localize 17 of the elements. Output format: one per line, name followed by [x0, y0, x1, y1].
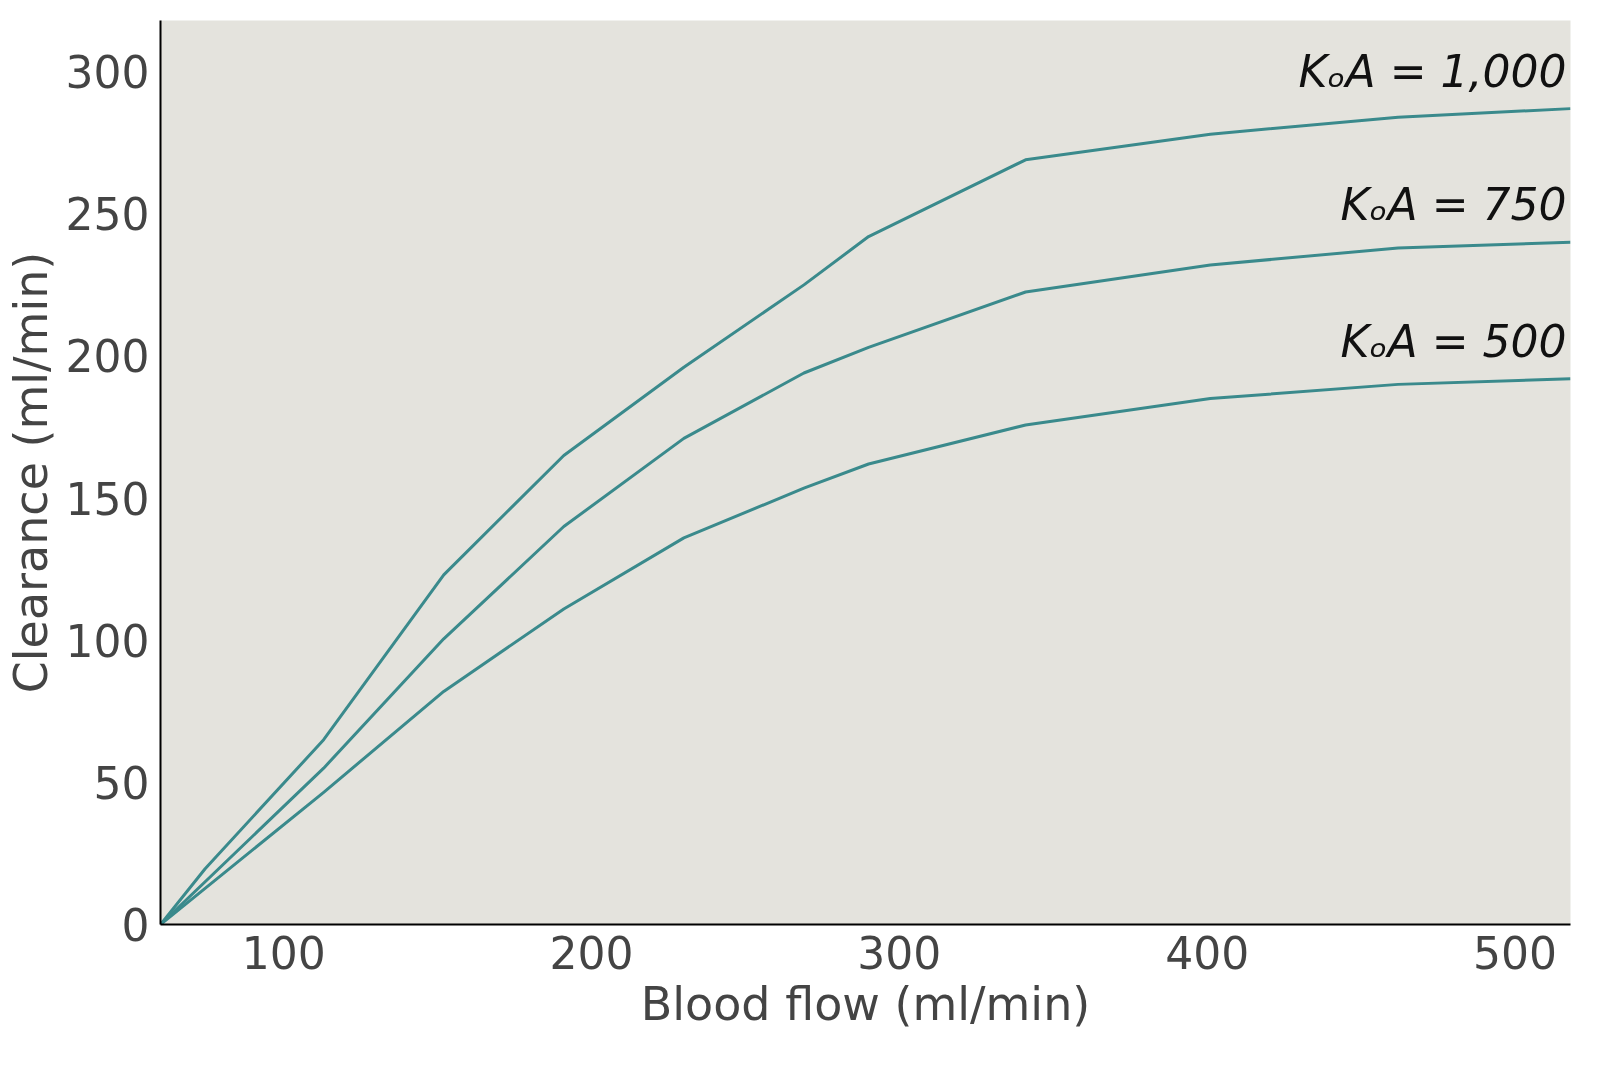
x-tick-label: 400: [1165, 927, 1250, 979]
y-tick-label: 200: [65, 331, 150, 383]
x-tick-label: 100: [241, 927, 326, 979]
y-tick-label: 300: [65, 47, 150, 99]
series-label: KₒA = 500: [1340, 315, 1567, 367]
y-tick-label: 0: [121, 900, 150, 951]
x-tick-label: 300: [857, 927, 942, 979]
x-tick-label: 200: [549, 927, 634, 979]
y-axis-title: Clearance (ml/min): [3, 251, 58, 694]
x-axis-title: Blood flow (ml/min): [640, 976, 1091, 1031]
x-tick-label: 500: [1473, 927, 1558, 979]
y-tick-label: 50: [93, 757, 150, 809]
y-tick-label: 100: [65, 615, 150, 667]
series-label: KₒA = 750: [1340, 179, 1567, 231]
y-tick-label: 150: [65, 473, 150, 525]
series-label: KₒA = 1,000: [1298, 45, 1567, 97]
y-tick-label: 250: [65, 189, 150, 241]
